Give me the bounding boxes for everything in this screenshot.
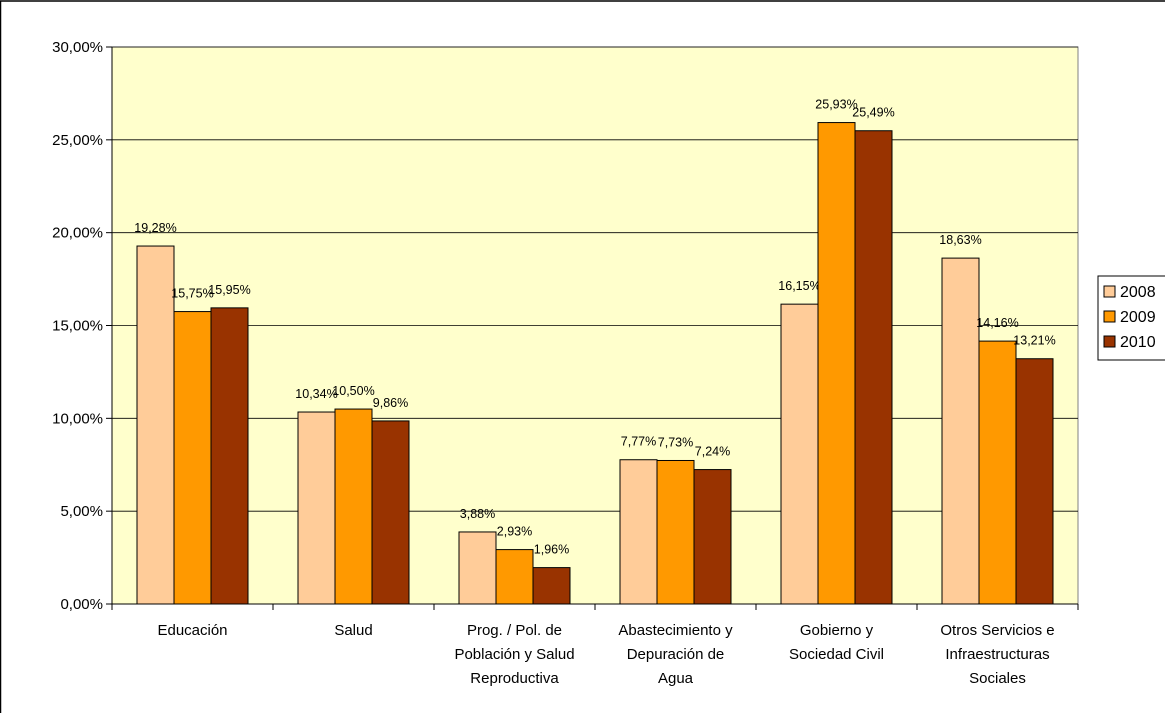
legend-label: 2010 bbox=[1120, 334, 1156, 351]
bar-2009 bbox=[174, 312, 211, 604]
bar-2008 bbox=[137, 246, 174, 604]
bar-2008 bbox=[620, 460, 657, 604]
category-label: Prog. / Pol. de bbox=[467, 622, 562, 639]
bar-2010 bbox=[211, 308, 248, 604]
category-label: Abastecimiento y bbox=[618, 622, 733, 639]
data-label: 2,93% bbox=[497, 525, 532, 539]
category-label: Educación bbox=[157, 622, 227, 639]
legend-swatch-2008 bbox=[1104, 286, 1115, 297]
data-label: 10,50% bbox=[332, 384, 374, 398]
bar-2008 bbox=[459, 532, 496, 604]
data-label: 3,88% bbox=[460, 507, 495, 521]
category-label: Sociales bbox=[969, 670, 1026, 687]
bar-2008 bbox=[942, 258, 979, 604]
data-label: 25,49% bbox=[852, 106, 894, 120]
legend-swatch-2009 bbox=[1104, 311, 1115, 322]
y-tick-label: 15,00% bbox=[52, 318, 103, 335]
data-label: 7,77% bbox=[621, 435, 656, 449]
y-tick-label: 10,00% bbox=[52, 410, 103, 427]
category-label: Población y Salud bbox=[454, 646, 574, 663]
y-tick-label: 20,00% bbox=[52, 225, 103, 242]
bar-2009 bbox=[818, 123, 855, 604]
plot-area: 0,00% 5,00% 10,00% 15,00% 20,00% 25,00% 30,00%… bbox=[52, 39, 1078, 687]
y-tick-label: 0,00% bbox=[60, 596, 103, 613]
bar-2009 bbox=[335, 409, 372, 604]
data-label: 7,24% bbox=[695, 445, 730, 459]
category-label: Reproductiva bbox=[470, 670, 559, 687]
category-label: Otros Servicios e bbox=[940, 622, 1054, 639]
category-label: Salud bbox=[334, 622, 372, 639]
legend-label: 2009 bbox=[1120, 309, 1156, 326]
legend: 2008 2009 2010 bbox=[1098, 276, 1165, 360]
y-tick-label: 25,00% bbox=[52, 132, 103, 149]
y-tick-label: 30,00% bbox=[52, 39, 103, 56]
data-label: 7,73% bbox=[658, 435, 693, 449]
data-label: 16,15% bbox=[778, 279, 820, 293]
category-label: Sociedad Civil bbox=[789, 646, 884, 663]
data-label: 13,21% bbox=[1013, 334, 1055, 348]
bar-2009 bbox=[657, 460, 694, 604]
bar-2009 bbox=[496, 550, 533, 604]
category-label: Gobierno y bbox=[800, 622, 874, 639]
data-label: 19,28% bbox=[134, 221, 176, 235]
category-label: Agua bbox=[658, 670, 694, 687]
data-label: 1,96% bbox=[534, 543, 569, 557]
bar-2010 bbox=[1016, 359, 1053, 604]
legend-label: 2008 bbox=[1120, 284, 1156, 301]
bar-2008 bbox=[781, 304, 818, 604]
category-label: Depuración de bbox=[627, 646, 725, 663]
bar-2010 bbox=[855, 131, 892, 604]
y-tick-label: 5,00% bbox=[60, 503, 103, 520]
data-label: 15,95% bbox=[208, 283, 250, 297]
bar-2010 bbox=[533, 568, 570, 604]
data-label: 14,16% bbox=[976, 316, 1018, 330]
bar-2008 bbox=[298, 412, 335, 604]
legend-swatch-2010 bbox=[1104, 336, 1115, 347]
data-label: 9,86% bbox=[373, 396, 408, 410]
bar-2009 bbox=[979, 341, 1016, 604]
bar-2010 bbox=[372, 421, 409, 604]
bar-2010 bbox=[694, 470, 731, 604]
category-label: Infraestructuras bbox=[945, 646, 1049, 663]
data-label: 18,63% bbox=[939, 233, 981, 247]
